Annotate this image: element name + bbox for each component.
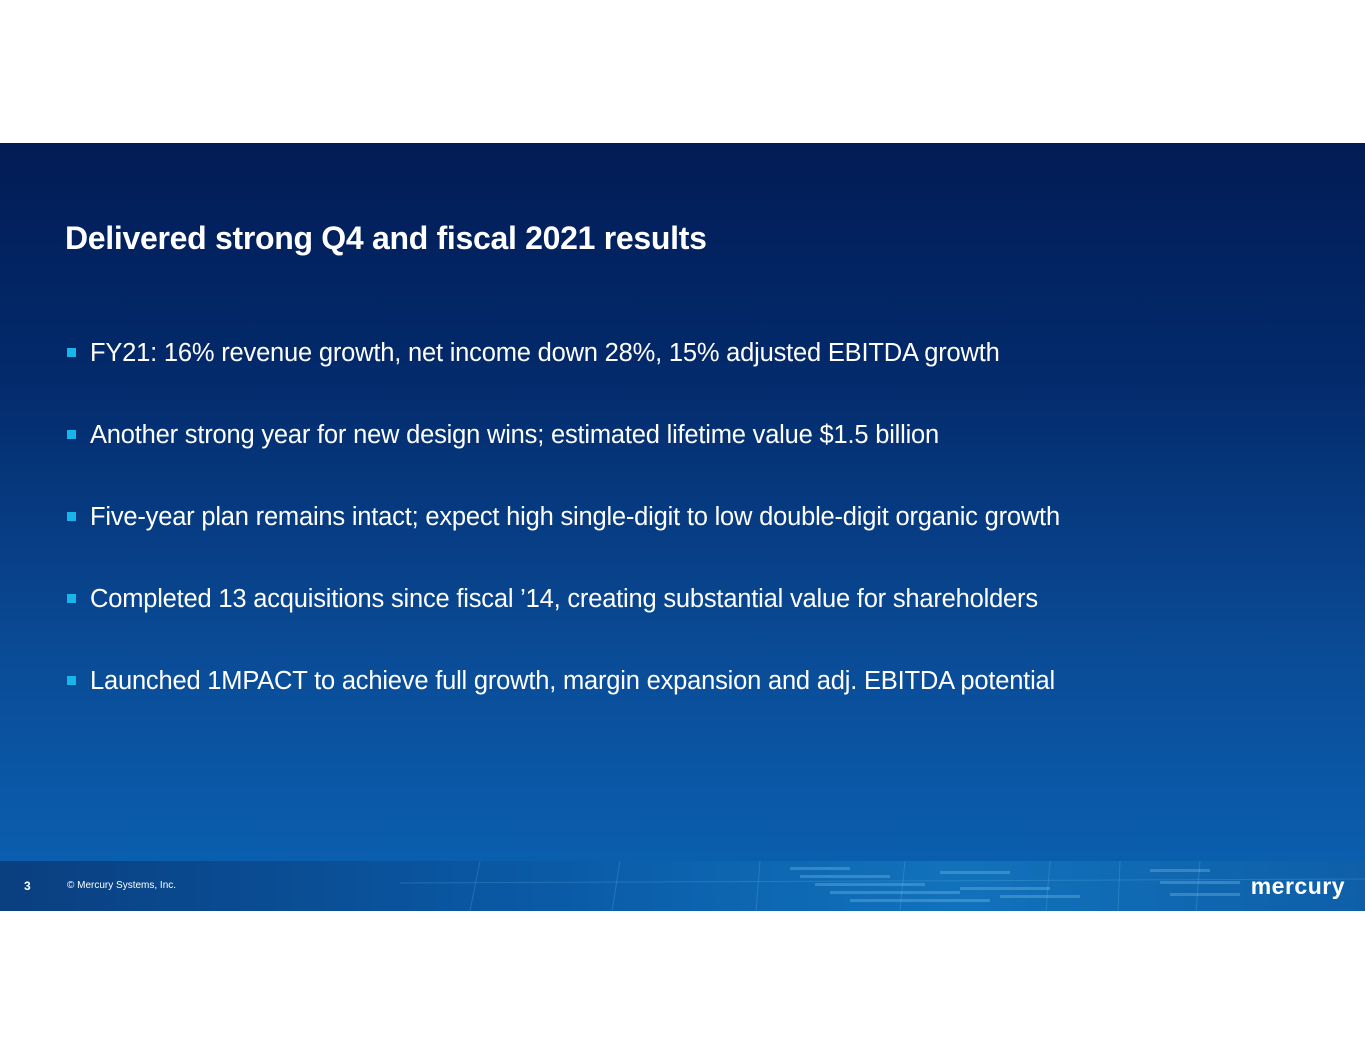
- bullet-text: FY21: 16% revenue growth, net income dow…: [90, 339, 1000, 367]
- mercury-logo: mercury: [1250, 873, 1345, 899]
- page-number: 3: [24, 879, 31, 893]
- circuit-texture-decoration: [399, 861, 1365, 911]
- slide: Delivered strong Q4 and fiscal 2021 resu…: [0, 143, 1365, 911]
- square-bullet-icon: [67, 430, 76, 439]
- bullet-text: Launched 1MPACT to achieve full growth, …: [90, 667, 1055, 695]
- slide-title: Delivered strong Q4 and fiscal 2021 resu…: [65, 220, 707, 256]
- bullet-text: Completed 13 acquisitions since fiscal ’…: [90, 585, 1038, 613]
- square-bullet-icon: [67, 512, 76, 521]
- square-bullet-icon: [67, 348, 76, 357]
- square-bullet-icon: [67, 594, 76, 603]
- bullet-text: Another strong year for new design wins;…: [90, 421, 940, 449]
- square-bullet-icon: [67, 676, 76, 685]
- bullet-text: Five-year plan remains intact; expect hi…: [90, 503, 1060, 531]
- slide-footer: 3 © Mercury Systems, Inc. mercury: [0, 861, 1365, 911]
- copyright-text: © Mercury Systems, Inc.: [67, 880, 177, 891]
